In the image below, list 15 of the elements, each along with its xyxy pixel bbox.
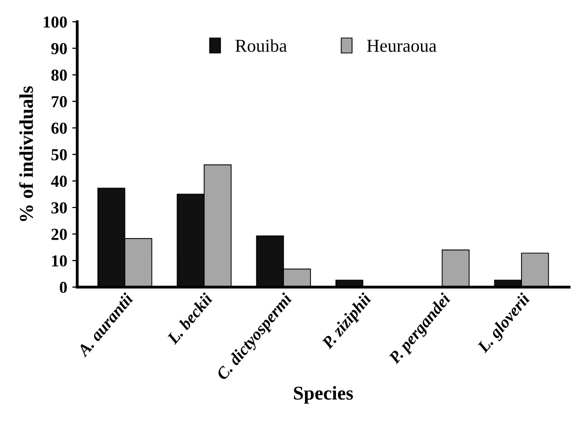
y-tick-label: 20 [52,228,67,240]
y-tick-label: 40 [51,176,67,187]
y-tick-label: 60 [51,122,67,134]
y-tick-label: 10 [52,255,67,267]
y-tick-label: 100 [44,16,67,28]
y-tick-label: 0 [60,282,67,294]
y-axis-title: % of individuals [19,86,34,222]
legend-label: Rouiba [235,39,287,52]
x-axis-title: Species [294,386,353,404]
y-tick-label: 90 [51,42,67,54]
y-tick-label: 70 [52,96,67,108]
y-tick-label: 80 [51,70,67,81]
y-tick-label: 50 [52,149,67,160]
legend-label: Heuraoua [367,40,436,52]
y-tick-label: 30 [51,202,67,214]
